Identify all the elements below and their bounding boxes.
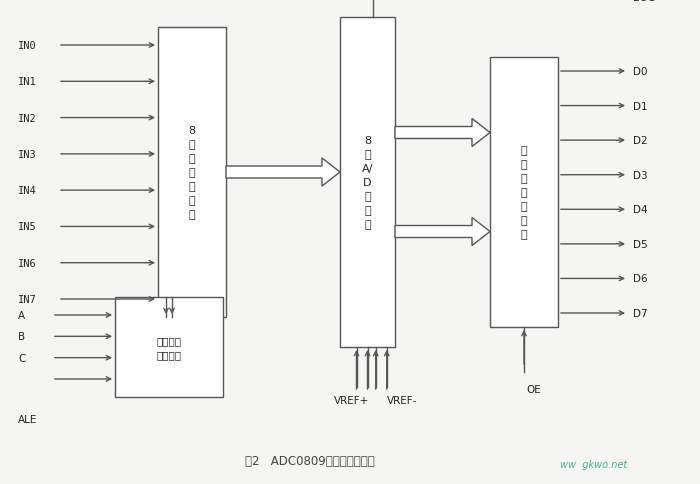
Text: IN3: IN3	[18, 150, 36, 160]
Bar	[340, 18, 395, 348]
Text: IN4: IN4	[18, 186, 36, 196]
Text: IN6: IN6	[18, 258, 36, 268]
Text: 地址锁存
与译码器: 地址锁存 与译码器	[157, 335, 181, 359]
Bar	[158, 28, 226, 318]
Text: 三
态
输
出
锁
存
器: 三 态 输 出 锁 存 器	[521, 146, 527, 240]
Text: B: B	[18, 332, 25, 342]
Text: D6: D6	[633, 274, 648, 284]
Text: A: A	[18, 310, 25, 320]
Text: 8
路
A/
D
转
换
器: 8 路 A/ D 转 换 器	[362, 136, 373, 229]
Text: IN1: IN1	[18, 77, 36, 87]
Text: D0: D0	[633, 67, 648, 77]
Text: D3: D3	[633, 170, 648, 181]
Text: IN5: IN5	[18, 222, 36, 232]
Polygon shape	[226, 159, 340, 187]
Text: OE: OE	[526, 384, 541, 394]
Text: VREF+: VREF+	[334, 395, 369, 405]
Polygon shape	[395, 119, 490, 147]
Text: IN0: IN0	[18, 41, 36, 51]
Text: D7: D7	[633, 308, 648, 318]
Text: EOC: EOC	[633, 0, 655, 3]
Bar	[115, 297, 223, 397]
Text: D5: D5	[633, 240, 648, 249]
Polygon shape	[395, 218, 490, 246]
Text: VREF-: VREF-	[386, 395, 417, 405]
Text: 图2   ADC0809的内部逻辑结构: 图2 ADC0809的内部逻辑结构	[245, 454, 375, 468]
Text: D2: D2	[633, 136, 648, 146]
Text: D1: D1	[633, 101, 648, 111]
Text: ALE: ALE	[18, 414, 37, 424]
Text: C: C	[18, 353, 25, 363]
Text: IN2: IN2	[18, 113, 36, 123]
Bar	[490, 58, 558, 327]
Text: 8
路
模
拟
量
开
关: 8 路 模 拟 量 开 关	[188, 126, 195, 220]
Text: ww  gkwo.net: ww gkwo.net	[560, 459, 627, 469]
Text: D4: D4	[633, 205, 648, 215]
Text: IN7: IN7	[18, 294, 36, 304]
